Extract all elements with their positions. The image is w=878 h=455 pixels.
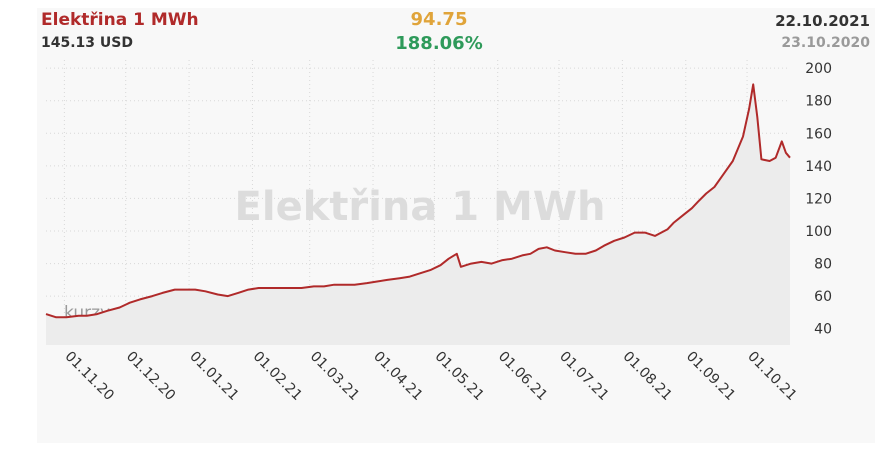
x-tick-label: 01.05.21 xyxy=(432,349,487,404)
instrument-title: Elektřina 1 MWh xyxy=(41,10,199,30)
current-price: 145.13 USD xyxy=(41,35,133,51)
y-tick-label: 120 xyxy=(805,191,832,207)
chart-watermark: Elektřina 1 MWh xyxy=(235,184,606,230)
y-tick-label: 160 xyxy=(805,126,832,142)
x-tick-label: 01.09.21 xyxy=(683,349,738,404)
x-tick-label: 01.03.21 xyxy=(307,349,362,404)
y-axis-ticks: 40 60 80 100 120 140 160 180 200 xyxy=(805,61,832,338)
end-date: 22.10.2021 xyxy=(775,12,870,30)
x-tick-label: 01.12.20 xyxy=(123,349,178,404)
x-tick-label: 01.02.21 xyxy=(250,349,305,404)
price-change-percent: 188.06% xyxy=(395,33,483,54)
y-tick-label: 200 xyxy=(805,61,832,77)
price-area xyxy=(46,84,790,346)
y-tick-label: 40 xyxy=(814,322,832,338)
start-date: 23.10.2020 xyxy=(781,35,870,51)
x-axis-ticks: 01.11.20 01.12.20 01.01.21 01.02.21 01.03.21… xyxy=(62,349,800,404)
x-tick-label: 01.06.21 xyxy=(495,349,550,404)
y-tick-label: 180 xyxy=(805,94,832,110)
y-tick-label: 60 xyxy=(814,289,832,305)
x-tick-label: 01.04.21 xyxy=(370,349,425,404)
y-tick-label: 100 xyxy=(805,224,832,240)
y-tick-label: 80 xyxy=(814,257,832,273)
x-tick-label: 01.08.21 xyxy=(620,349,675,404)
x-tick-label: 01.10.21 xyxy=(744,349,799,404)
x-tick-label: 01.01.21 xyxy=(186,349,241,404)
x-tick-label: 01.07.21 xyxy=(556,349,611,404)
price-line xyxy=(45,83,791,319)
y-tick-label: 140 xyxy=(805,159,832,175)
x-tick-label: 01.11.20 xyxy=(62,349,117,404)
price-change: 94.75 xyxy=(410,9,468,30)
